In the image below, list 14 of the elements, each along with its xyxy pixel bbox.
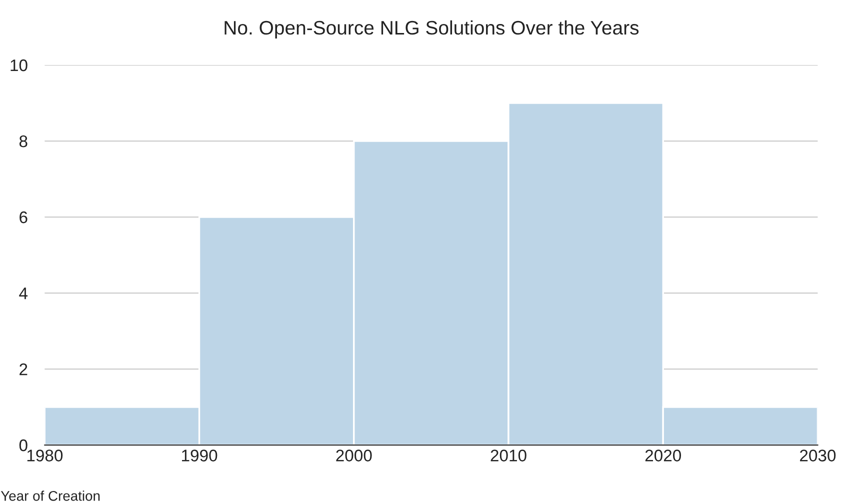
y-tick-label: 2 xyxy=(20,363,28,376)
x-tick-label: 2000 xyxy=(336,450,372,462)
x-tick-label: 1990 xyxy=(182,450,218,462)
x-tick-label: 1980 xyxy=(27,450,63,462)
chart-title: No. Open-Source NLG Solutions Over the Years xyxy=(224,20,639,38)
y-tick-label: 0 xyxy=(19,439,28,452)
y-tick-label: 4 xyxy=(19,288,28,300)
x-tick-label: 2020 xyxy=(645,450,681,462)
x-tick-label: 2030 xyxy=(800,450,836,462)
y-tick-label: 8 xyxy=(19,135,28,148)
x-axis-title: Year of Creation xyxy=(0,490,100,501)
y-tick-label: 6 xyxy=(20,211,28,224)
x-tick-label: 2010 xyxy=(490,450,526,462)
y-tick-label: 10 xyxy=(10,59,28,72)
